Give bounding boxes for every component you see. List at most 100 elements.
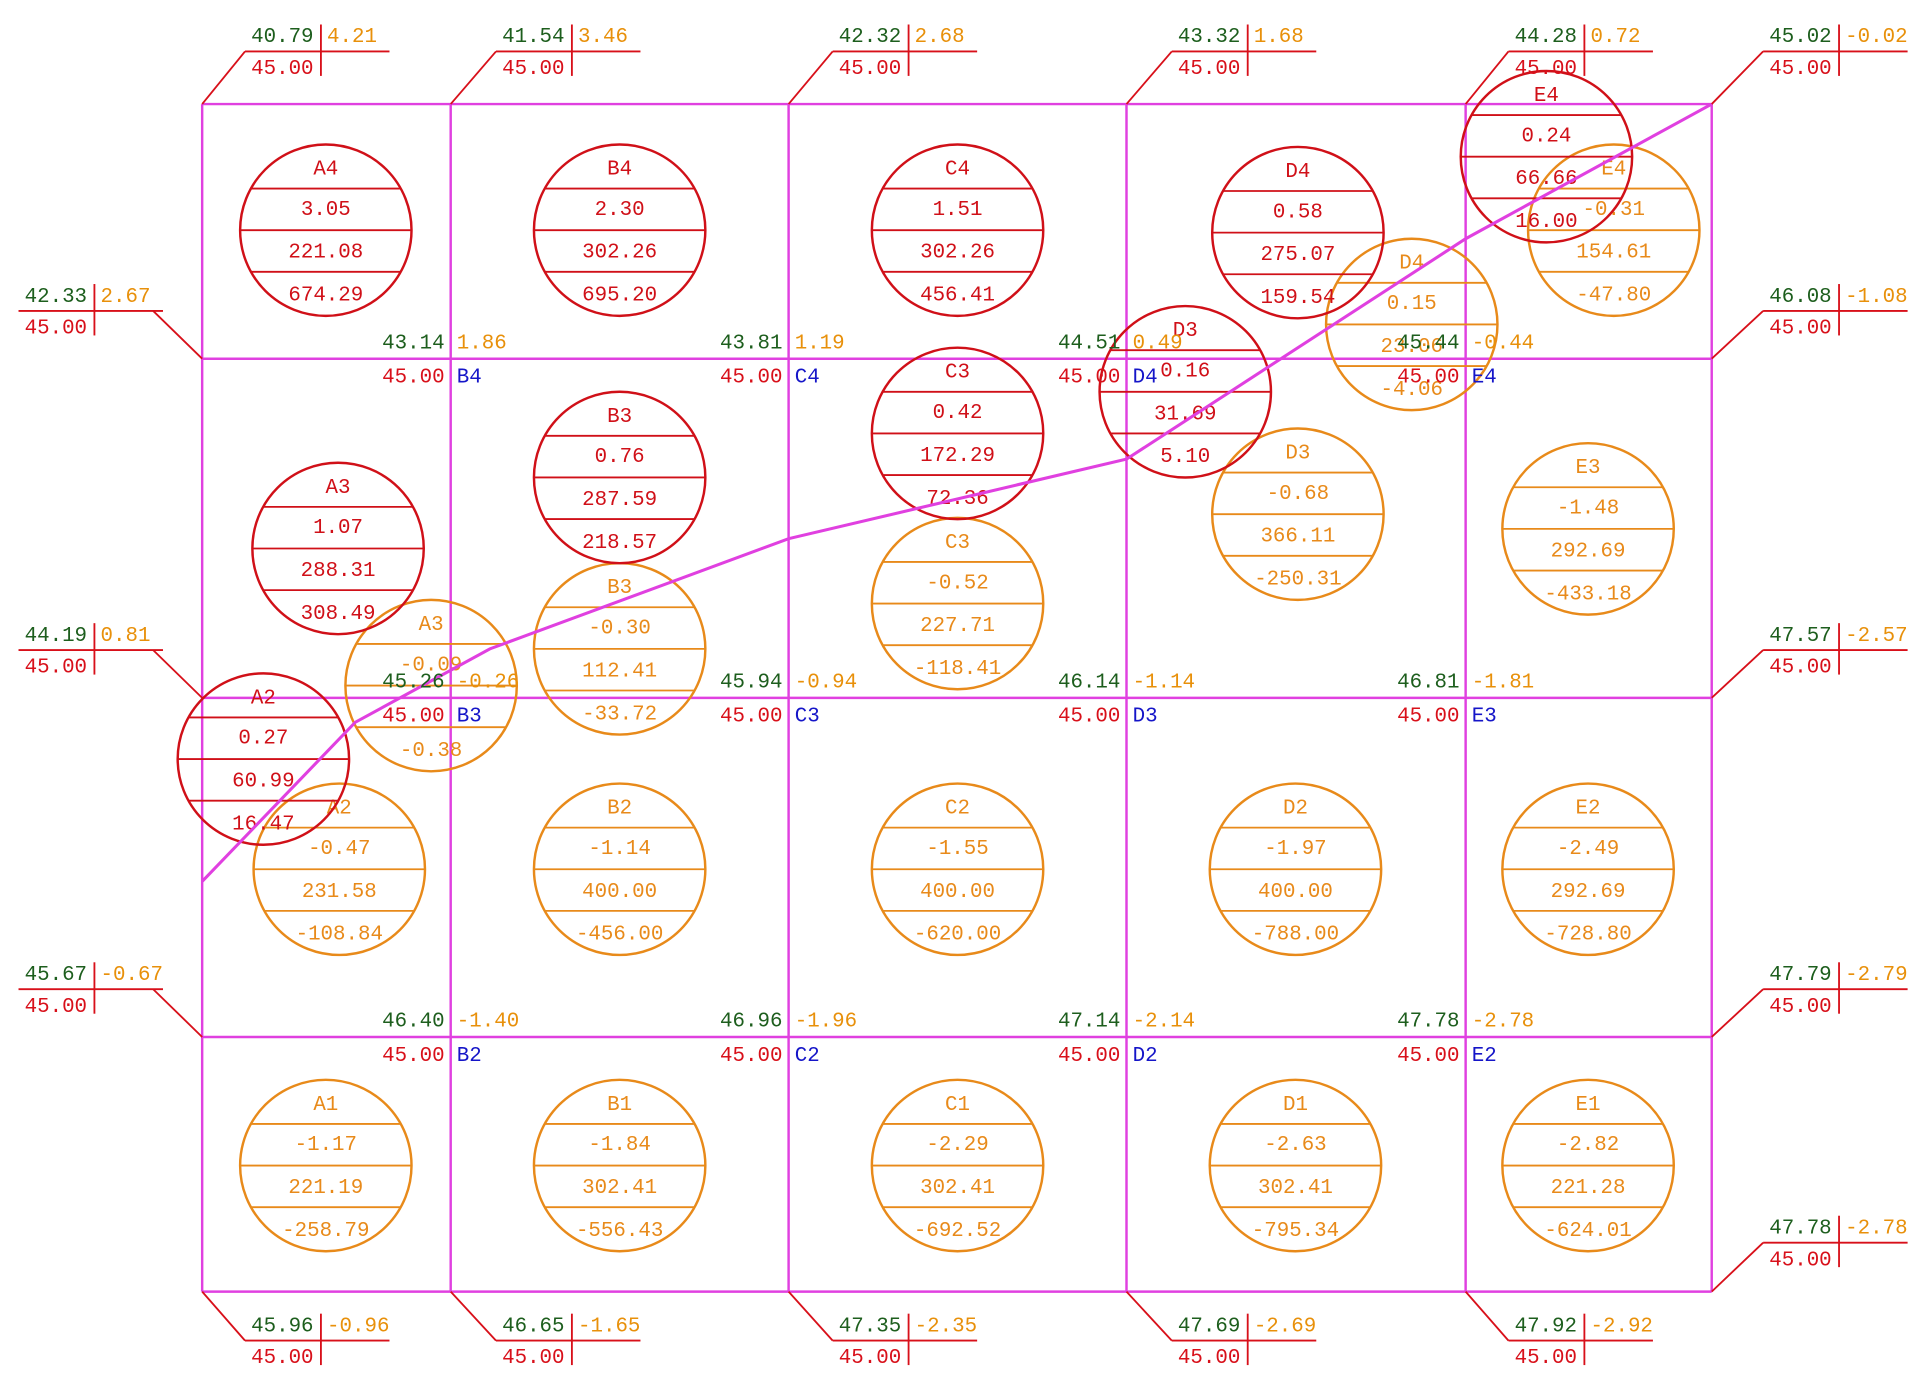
circle-value: -258.79 <box>282 1220 369 1243</box>
design-elevation: 47.35 <box>839 1315 901 1338</box>
circle-value: 302.41 <box>1258 1177 1333 1200</box>
circle-value: 287.59 <box>582 489 657 512</box>
cut-depth: -0.96 <box>327 1315 389 1338</box>
circle-label: D3 <box>1285 442 1310 465</box>
circle-value: -0.38 <box>400 740 462 763</box>
design-elevation: 46.96 <box>720 1011 782 1034</box>
existing-elevation: 45.00 <box>1058 367 1120 390</box>
circle-value: -0.47 <box>308 838 370 861</box>
design-elevation: 47.57 <box>1769 625 1831 648</box>
node-name: B2 <box>457 1045 482 1068</box>
cut-depth: -0.44 <box>1472 332 1534 355</box>
design-elevation: 46.81 <box>1397 671 1459 694</box>
circle-value: -795.34 <box>1252 1220 1339 1243</box>
circle-value: -47.80 <box>1576 285 1651 308</box>
circle-value: 366.11 <box>1260 526 1335 549</box>
circle-label: A4 <box>313 158 338 181</box>
cut-depth: -0.94 <box>795 671 857 694</box>
cut-depth: -2.78 <box>1845 1217 1907 1240</box>
node-name: E3 <box>1472 706 1497 729</box>
design-elevation: 46.08 <box>1769 286 1831 309</box>
leader-line <box>1711 310 1764 360</box>
existing-elevation: 45.00 <box>382 367 444 390</box>
circle-label: C2 <box>945 798 970 821</box>
circle-label: D2 <box>1283 798 1308 821</box>
circle-label: C1 <box>945 1094 970 1117</box>
design-elevation: 42.33 <box>25 286 87 309</box>
circle-value: 16.00 <box>1515 211 1577 234</box>
circle-value: 0.24 <box>1521 125 1571 148</box>
design-elevation: 44.51 <box>1058 332 1120 355</box>
circle-value: 0.76 <box>595 446 645 469</box>
design-elevation: 47.78 <box>1769 1217 1831 1240</box>
existing-elevation: 45.00 <box>1397 1045 1459 1068</box>
leader-line <box>152 649 203 699</box>
cut-depth: 0.49 <box>1133 332 1183 355</box>
circle-label: E2 <box>1576 798 1601 821</box>
circle-label: D4 <box>1285 161 1310 184</box>
circle-value: 218.57 <box>582 532 657 555</box>
circle-label: B2 <box>607 798 632 821</box>
circle-label: E4 <box>1601 158 1626 181</box>
existing-elevation: 45.00 <box>502 58 564 81</box>
circle-label: B1 <box>607 1094 632 1117</box>
circle-label: A3 <box>326 477 351 500</box>
circle-value: 231.58 <box>302 881 377 904</box>
existing-elevation: 45.00 <box>1769 318 1831 341</box>
node-name: C4 <box>795 367 820 390</box>
cut-depth: -1.08 <box>1845 286 1907 309</box>
circle-value: -620.00 <box>914 924 1001 947</box>
circle-label: E4 <box>1534 85 1559 108</box>
node-name: C2 <box>795 1045 820 1068</box>
leader-line <box>449 50 497 105</box>
leader-line <box>201 1291 246 1342</box>
circle-value: 308.49 <box>301 603 376 626</box>
leader-line <box>1464 50 1510 105</box>
existing-elevation: 45.00 <box>502 1347 564 1370</box>
circle-label: C3 <box>945 362 970 385</box>
existing-elevation: 45.00 <box>1178 58 1240 81</box>
existing-elevation: 45.00 <box>1058 1045 1120 1068</box>
circle-value: 1.51 <box>933 199 983 222</box>
leader-line <box>1711 50 1764 105</box>
existing-elevation: 45.00 <box>1058 706 1120 729</box>
circle-value: 221.19 <box>288 1177 363 1200</box>
circle-value: -250.31 <box>1254 569 1341 592</box>
circle-value: 302.41 <box>582 1177 657 1200</box>
existing-elevation: 45.00 <box>382 1045 444 1068</box>
cut-depth: -0.26 <box>457 671 519 694</box>
leader-line <box>152 988 203 1038</box>
cut-depth: 3.46 <box>578 26 628 49</box>
cut-depth: -2.78 <box>1472 1011 1534 1034</box>
cut-depth: -1.14 <box>1133 671 1195 694</box>
circle-label: D1 <box>1283 1094 1308 1117</box>
circle-value: 292.69 <box>1551 540 1626 563</box>
existing-elevation: 45.00 <box>1515 58 1577 81</box>
circle-value: 292.69 <box>1551 881 1626 904</box>
circle-label: E1 <box>1576 1094 1601 1117</box>
circle-label: A1 <box>313 1094 338 1117</box>
design-elevation: 47.14 <box>1058 1011 1120 1034</box>
circle-value: 0.16 <box>1160 360 1210 383</box>
design-elevation: 42.32 <box>839 26 901 49</box>
circle-value: 221.08 <box>288 242 363 265</box>
design-elevation: 41.54 <box>502 26 564 49</box>
cut-depth: -0.67 <box>101 964 163 987</box>
circle-value: -118.41 <box>914 658 1001 681</box>
circle-value: -33.72 <box>582 703 657 726</box>
circle-value: -0.30 <box>588 618 650 641</box>
circle-value: -2.82 <box>1557 1134 1619 1157</box>
cut-depth: -2.92 <box>1591 1315 1653 1338</box>
existing-elevation: 45.00 <box>1769 657 1831 680</box>
design-elevation: 46.65 <box>502 1315 564 1338</box>
circle-value: -556.43 <box>576 1220 663 1243</box>
cut-depth: -1.96 <box>795 1011 857 1034</box>
cut-depth: 4.21 <box>327 26 377 49</box>
circle-value: 172.29 <box>920 445 995 468</box>
existing-elevation: 45.00 <box>720 367 782 390</box>
circle-value: 1.07 <box>313 517 363 540</box>
circle-value: -624.01 <box>1544 1220 1631 1243</box>
existing-elevation: 45.00 <box>1178 1347 1240 1370</box>
leader-line <box>1125 1291 1173 1342</box>
leader-line <box>1711 649 1764 699</box>
